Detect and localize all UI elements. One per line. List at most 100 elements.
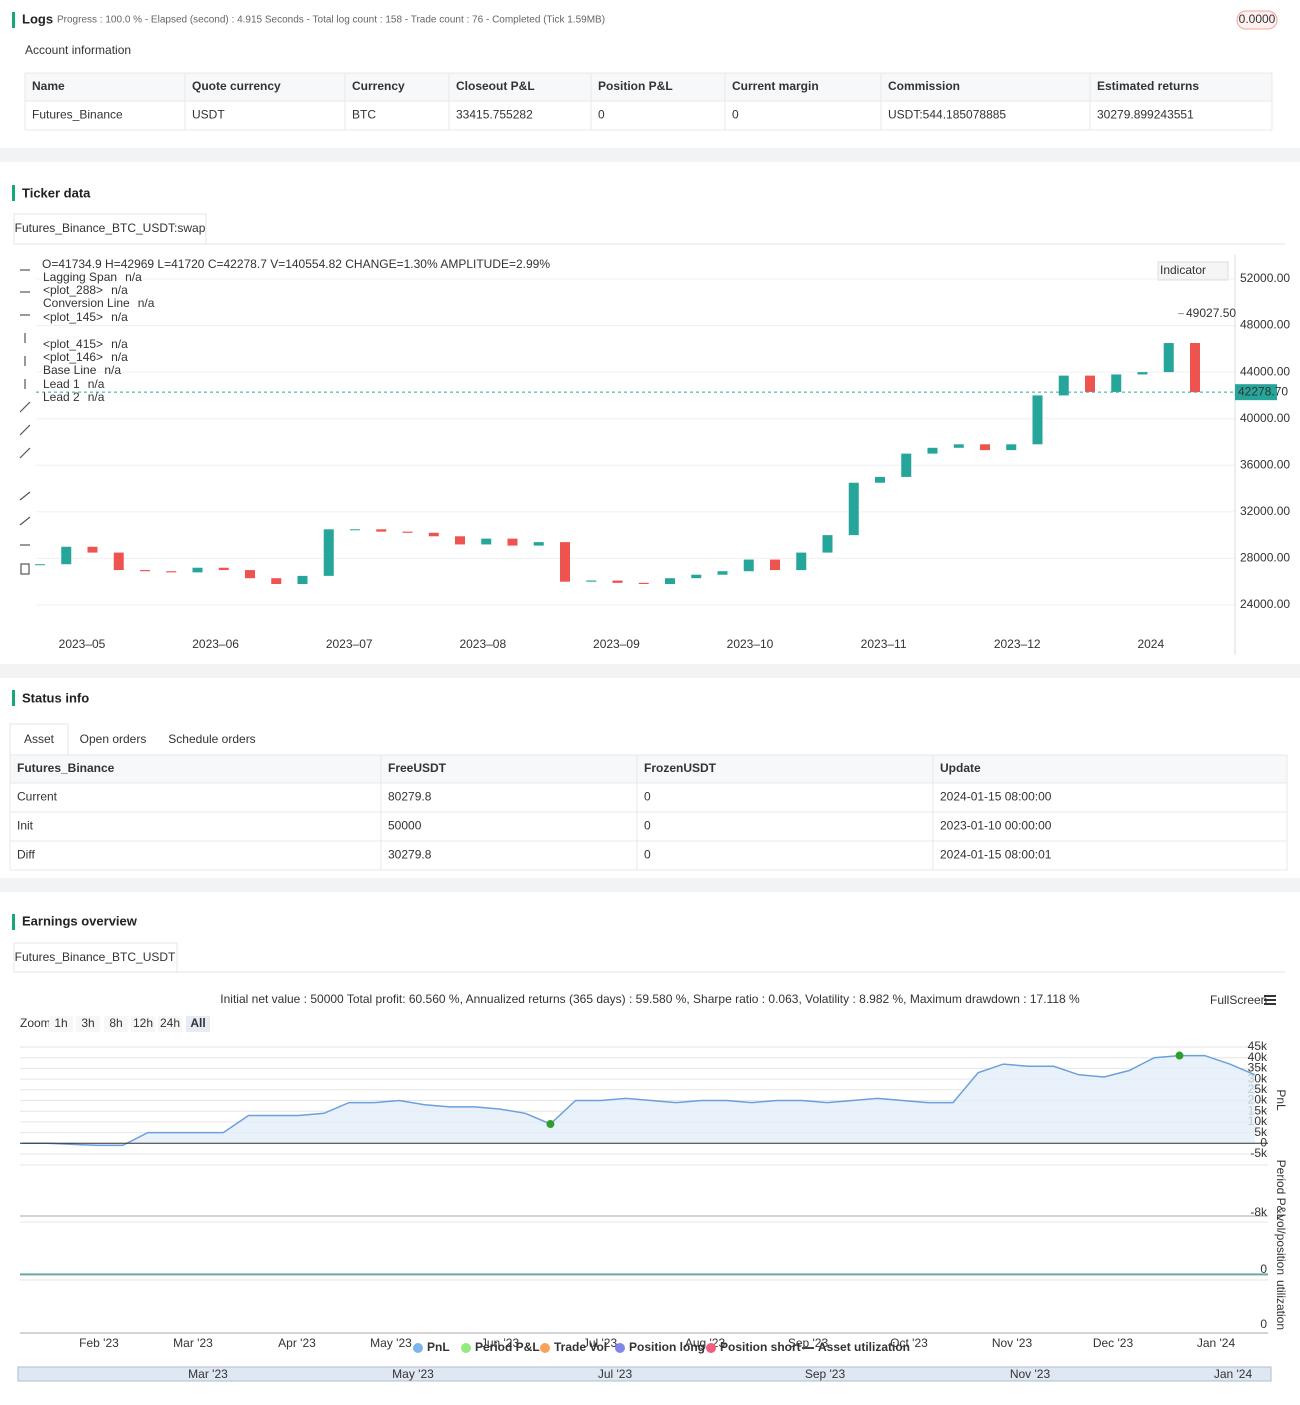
table-cell: BTC bbox=[352, 108, 376, 122]
table-cell: 0 bbox=[644, 790, 651, 804]
x-tick-label: 2023–07 bbox=[326, 637, 373, 651]
candle bbox=[271, 578, 282, 585]
indicator-label: Indicator bbox=[1160, 263, 1206, 277]
x-tick-label: 2023–05 bbox=[59, 637, 106, 651]
table-header: Closeout P&L bbox=[456, 79, 535, 93]
section-title: Logs bbox=[22, 11, 53, 26]
table-header-bg bbox=[25, 73, 1272, 101]
y-tick-label: 32000.00 bbox=[1240, 504, 1290, 518]
candle bbox=[61, 546, 72, 565]
section-title: Earnings overview bbox=[22, 913, 138, 928]
legend-value: n/a bbox=[88, 377, 105, 391]
indicator-button[interactable] bbox=[1157, 261, 1229, 281]
zoom-button-label: 24h bbox=[160, 1016, 180, 1030]
candle bbox=[481, 538, 492, 545]
section-title: Status info bbox=[22, 690, 89, 705]
candle bbox=[927, 447, 938, 454]
panel-axis-label: -8k bbox=[1250, 1205, 1268, 1219]
legend-symbol bbox=[413, 1343, 423, 1353]
tab[interactable] bbox=[9, 723, 69, 756]
legend-symbol bbox=[706, 1343, 716, 1353]
candle bbox=[612, 580, 623, 583]
candle bbox=[980, 444, 990, 451]
x-tick-label: 2023–10 bbox=[727, 637, 774, 651]
candle bbox=[796, 552, 807, 571]
table-header-bg bbox=[10, 755, 1287, 783]
menu-icon[interactable] bbox=[1264, 995, 1276, 1005]
legend-name: Base Line bbox=[43, 363, 97, 377]
candle bbox=[875, 476, 885, 483]
fullscreen: FullScreen bbox=[1210, 993, 1267, 1007]
x-tick-label: Nov '23 bbox=[992, 1336, 1033, 1350]
zoom-button[interactable] bbox=[104, 1016, 128, 1032]
x-tick-label: 2023–11 bbox=[861, 637, 907, 651]
x-tick-label: Dec '23 bbox=[1093, 1336, 1134, 1350]
candle bbox=[586, 580, 597, 582]
legend-value: n/a bbox=[111, 337, 128, 351]
x-tick-label: Feb '23 bbox=[79, 1336, 119, 1350]
summary: Initial net value : 50000 Total profit: … bbox=[220, 992, 1080, 1006]
zoom-button[interactable] bbox=[49, 1016, 73, 1032]
candle bbox=[192, 567, 203, 573]
candle bbox=[140, 570, 150, 572]
high-marker-label: 49027.50 bbox=[1186, 306, 1236, 320]
candle bbox=[717, 571, 728, 575]
legend-name: <plot_146> bbox=[43, 350, 103, 364]
panel-axis-label: 0 bbox=[1260, 1317, 1267, 1331]
pnl-line bbox=[22, 1054, 1256, 1147]
legend-symbol bbox=[615, 1343, 625, 1353]
tab[interactable] bbox=[13, 942, 178, 973]
candle bbox=[113, 552, 124, 571]
table-cell: USDT:544.185078885 bbox=[888, 108, 1006, 122]
zoom-button[interactable] bbox=[76, 1016, 100, 1032]
panel-title: PnL bbox=[1274, 1089, 1288, 1111]
candle bbox=[455, 536, 465, 545]
table-header: Currency bbox=[352, 79, 405, 93]
table-header: Quote currency bbox=[192, 79, 281, 93]
zoom-button[interactable] bbox=[158, 1016, 182, 1032]
candle bbox=[428, 532, 439, 537]
progress: Progress : 100.0 % - Elapsed (second) : … bbox=[57, 15, 605, 26]
legend-name: <plot_145> bbox=[43, 310, 103, 324]
zoom-button[interactable] bbox=[131, 1016, 155, 1032]
tab[interactable] bbox=[13, 213, 207, 245]
candle bbox=[1190, 343, 1200, 393]
table-cell: 2023-01-10 00:00:00 bbox=[940, 819, 1052, 833]
zoom-button-label: 3h bbox=[81, 1016, 94, 1030]
candle bbox=[87, 546, 98, 553]
y-tick-label: 24000.00 bbox=[1240, 597, 1290, 611]
last-price-label: 42278.70 bbox=[1238, 384, 1288, 398]
legend-symbol bbox=[461, 1343, 471, 1353]
legend-label: Period P&L bbox=[475, 1340, 540, 1354]
table-cell: 80279.8 bbox=[388, 790, 432, 804]
table-cell: Init bbox=[17, 819, 34, 833]
section-marker bbox=[12, 914, 15, 930]
section-marker bbox=[12, 12, 15, 28]
candle bbox=[901, 453, 912, 477]
tab-label: Schedule orders bbox=[168, 732, 255, 746]
legend-value: n/a bbox=[104, 363, 121, 377]
candle bbox=[665, 578, 675, 585]
y-tick-label: 45k bbox=[1248, 1039, 1268, 1053]
x-tick-label: Jan '24 bbox=[1197, 1336, 1236, 1350]
table-header: Name bbox=[32, 79, 65, 93]
section-subtitle: Account information bbox=[25, 43, 131, 57]
zoom-button[interactable] bbox=[186, 1016, 210, 1032]
candle bbox=[1163, 343, 1174, 373]
table-header: Position P&L bbox=[598, 79, 673, 93]
x-tick-label: Sep '23 bbox=[788, 1336, 829, 1350]
badge bbox=[1236, 10, 1278, 30]
table-cell: 50000 bbox=[388, 819, 422, 833]
candle bbox=[560, 542, 570, 582]
navigator-label: Sep '23 bbox=[805, 1367, 846, 1381]
table-header: Futures_Binance bbox=[17, 761, 115, 775]
candle bbox=[297, 575, 308, 585]
navigator[interactable] bbox=[17, 1366, 1272, 1382]
legend-symbol bbox=[540, 1343, 550, 1353]
candle bbox=[1137, 372, 1148, 375]
table-header: Update bbox=[940, 761, 981, 775]
candle bbox=[1006, 444, 1017, 451]
y-tick-label: 28000.00 bbox=[1240, 551, 1290, 565]
table-cell: 0 bbox=[732, 108, 739, 122]
candle bbox=[376, 529, 387, 532]
